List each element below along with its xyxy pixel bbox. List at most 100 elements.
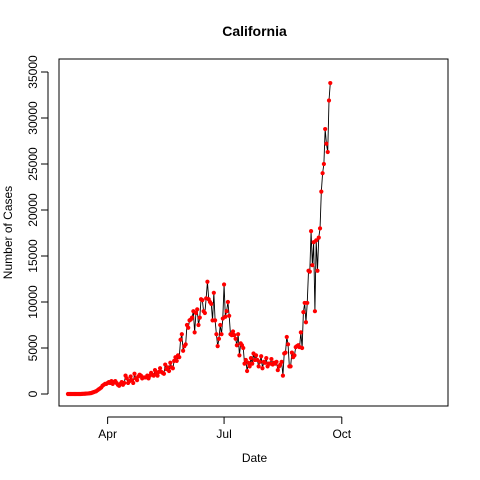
data-point [326,98,332,103]
data-point [260,366,265,371]
data-point [324,141,329,146]
data-point [183,342,188,347]
data-point [285,342,291,347]
data-point [165,365,170,370]
data-point [195,307,200,312]
data-point [314,238,319,243]
data-point [301,310,306,315]
data-point [202,310,207,316]
y-tick-label: 0 [26,390,40,397]
data-point [243,357,248,363]
data-point [298,330,303,335]
data-point [192,330,197,335]
data-point [275,367,280,373]
data-point [288,364,293,369]
data-point [305,300,310,306]
data-point [224,309,229,314]
data-point [225,299,231,305]
x-tick-label: Jul [216,427,231,441]
data-point [246,360,251,365]
data-point [303,320,309,325]
y-tick-label: 5000 [26,334,40,361]
data-point [241,345,246,351]
x-tick-label: Oct [332,427,351,441]
data-point [292,353,297,358]
data-point [259,354,264,359]
data-point [223,314,228,319]
data-point [310,263,315,268]
data-point [186,325,191,330]
y-tick-label: 35000 [26,55,40,89]
data-point [325,149,330,155]
data-point [170,366,175,371]
data-point [256,364,261,369]
data-point [197,315,202,320]
chart-title: California [222,23,287,39]
x-axis: Apr Jul Oct [98,416,352,441]
data-point [178,337,183,342]
data-point [219,332,224,337]
data-point [237,353,242,358]
data-point [274,359,279,364]
data-point [319,189,324,194]
data-point [134,378,140,383]
data-point [215,344,220,349]
data-point [179,332,184,337]
data-point [328,80,333,86]
data-point [214,332,219,337]
data-point [163,362,168,367]
data-point [211,290,216,295]
data-point [218,322,223,328]
data-point [248,356,254,361]
data-point [166,368,172,374]
data-point [151,373,156,378]
x-tick-label: Apr [98,427,117,441]
y-tick-label: 30000 [26,101,40,135]
data-point [307,269,312,274]
data-point [257,359,262,364]
data-point [320,171,325,176]
data-point [122,380,127,386]
y-axis: 0 5000 10000 15000 20000 25000 30000 35000 [26,55,49,397]
data-point [284,334,289,340]
data-point [247,364,252,369]
data-point [132,371,137,376]
data-point [174,358,179,363]
y-tick-label: 25000 [26,147,40,181]
data-point [262,360,268,365]
data-point [317,226,323,231]
data-point [131,380,136,386]
data-point [157,366,163,371]
data-point [232,333,237,338]
data-point [168,360,173,365]
data-point [200,298,205,303]
data-point [227,313,232,318]
data-point [279,359,284,364]
data-point [316,235,321,240]
plot-area-box [58,58,449,407]
y-tick-label: 10000 [26,285,40,319]
data-point [193,310,199,316]
data-point [189,315,195,320]
data-point [181,348,186,353]
series-layer [65,80,333,397]
data-point [245,368,250,374]
data-point [213,318,218,323]
data-point [289,350,294,355]
data-point [269,356,274,362]
data-point [124,376,129,381]
data-point [233,336,238,341]
data-point [323,126,328,132]
data-point [321,161,326,167]
data-point [209,301,214,306]
data-point [155,373,160,378]
data-point [315,268,320,273]
data-point [312,309,318,314]
y-tick-label: 20000 [26,193,40,227]
data-point [300,345,305,351]
data-point [236,332,241,337]
data-point [128,374,133,379]
data-point [205,279,210,284]
y-axis-label: Number of Cases [1,186,15,279]
